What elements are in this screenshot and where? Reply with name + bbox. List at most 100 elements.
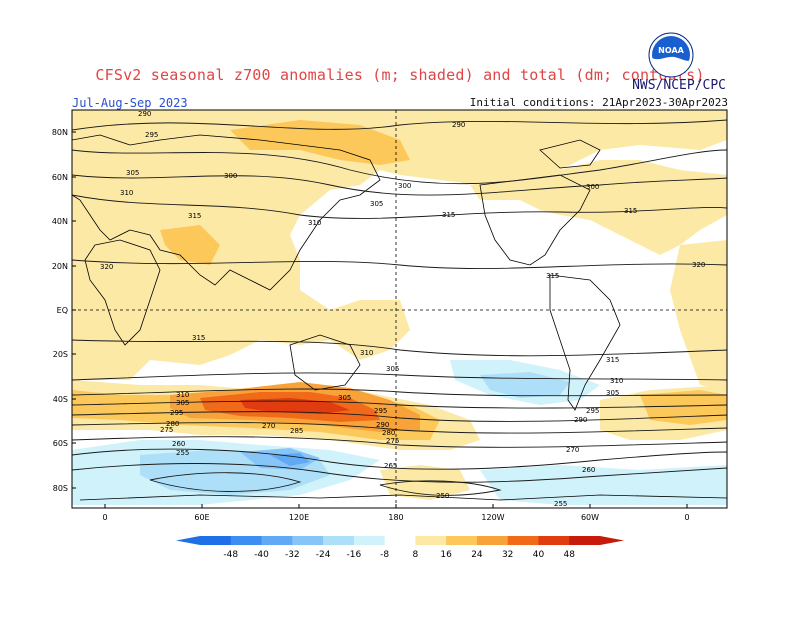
contour-label: 260 — [582, 466, 595, 474]
colorbar-label: -24 — [316, 550, 331, 560]
latitude-label: 80N — [52, 128, 68, 137]
latitude-axis: 80N 60N 40N 20N EQ 20S 40S 60S 80S — [52, 128, 76, 493]
contour-label: 290 — [574, 416, 587, 424]
contour-label: 310 — [120, 189, 133, 197]
longitude-label: 60E — [194, 513, 209, 522]
colorbar-segment — [323, 536, 355, 545]
contour-label: 290 — [138, 110, 151, 118]
contour-label: 250 — [436, 492, 449, 500]
colorbar-right-arrow — [600, 536, 624, 545]
colorbar-label: -40 — [254, 550, 269, 560]
map-plot-area: 290 295 290 300 300 300 305 305 310 310 … — [72, 110, 727, 508]
colorbar-segment — [292, 536, 324, 545]
forecast-period: Jul-Aug-Sep 2023 — [72, 96, 188, 110]
contour-label: 290 — [452, 121, 465, 129]
colorbar-label: 24 — [471, 550, 483, 560]
contour-label: 265 — [384, 462, 397, 470]
contour-label: 315 — [546, 272, 559, 280]
contour-label: 260 — [172, 440, 185, 448]
contour-label: 315 — [624, 207, 637, 215]
initial-conditions: Initial conditions: 21Apr2023-30Apr2023 — [469, 96, 728, 109]
contour-label: 310 — [360, 349, 373, 357]
colorbar-label: -32 — [285, 550, 300, 560]
contour-label: 315 — [606, 356, 619, 364]
contour-label: 305 — [126, 169, 139, 177]
contour-label: 305 — [176, 399, 189, 407]
colorbar-segment — [446, 536, 478, 545]
latitude-label: 60N — [52, 173, 68, 182]
longitude-label: 120W — [481, 513, 504, 522]
latitude-label: 60S — [53, 439, 68, 448]
contour-label: 270 — [262, 422, 275, 430]
colorbar-label: -48 — [223, 550, 238, 560]
contour-label: 300 — [224, 172, 237, 180]
colorbar-segment — [507, 536, 539, 545]
contour-label: 305 — [338, 394, 351, 402]
colorbar-label: 16 — [440, 550, 452, 560]
colorbar-label: 32 — [502, 550, 513, 560]
colorbar-segment — [353, 536, 386, 545]
colorbar-segment — [538, 536, 570, 545]
longitude-label: 0 — [102, 513, 107, 522]
chart-title: CFSv2 seasonal z700 anomalies (m; shaded… — [95, 66, 705, 84]
colorbar-label: -16 — [346, 550, 361, 560]
contour-label: 300 — [398, 182, 411, 190]
contour-label: 280 — [166, 420, 179, 428]
contour-label: 315 — [192, 334, 205, 342]
latitude-label: 40S — [53, 395, 68, 404]
colorbar-segment — [200, 536, 232, 545]
longitude-label: 120E — [289, 513, 309, 522]
height-contours — [72, 119, 727, 496]
colorbar-segment — [230, 536, 263, 545]
contour-label: 295 — [145, 131, 158, 139]
contour-label: 290 — [376, 421, 389, 429]
contour-label: 320 — [100, 263, 113, 271]
colorbar-segment — [415, 536, 447, 545]
colorbar: -48 -40 -32 -24 -16 -8 8 16 24 32 40 48 — [176, 536, 624, 560]
latitude-label: 40N — [52, 217, 68, 226]
contour-label: 275 — [160, 426, 173, 434]
contour-label: 310 — [308, 219, 321, 227]
contour-label: 295 — [586, 407, 599, 415]
contour-label: 315 — [442, 211, 455, 219]
colorbar-left-arrow — [176, 536, 200, 545]
colorbar-segment — [476, 536, 509, 545]
logo-lettering: NOAA — [658, 46, 684, 55]
latitude-label: 20S — [53, 350, 68, 359]
contour-label: 295 — [374, 407, 387, 415]
contour-label: 255 — [176, 449, 189, 457]
contour-label: 270 — [566, 446, 579, 454]
longitude-label: 60W — [581, 513, 599, 522]
contour-label: 285 — [290, 427, 303, 435]
contour-label: 305 — [386, 365, 399, 373]
contour-label: 255 — [554, 500, 567, 508]
contour-labels: 290 295 290 300 300 300 305 305 310 310 … — [100, 110, 705, 508]
contour-label: 315 — [188, 212, 201, 220]
agency-label: NWS/NCEP/CPC — [632, 78, 726, 93]
reference-lines — [72, 110, 727, 508]
contour-label: 295 — [170, 409, 183, 417]
longitude-label: 0 — [684, 513, 689, 522]
colorbar-segment — [261, 536, 293, 545]
colorbar-segment — [569, 536, 601, 545]
longitude-axis: 0 60E 120E 180 120W 60W 0 — [102, 504, 690, 522]
contour-label: 275 — [386, 437, 399, 445]
contour-label: 305 — [606, 389, 619, 397]
contour-label: 300 — [586, 183, 599, 191]
latitude-label: 20N — [52, 262, 68, 271]
colorbar-label: 48 — [564, 550, 576, 560]
contour-label: 305 — [370, 200, 383, 208]
plot-frame — [71, 109, 728, 509]
contour-label: 310 — [176, 391, 189, 399]
contour-label: 310 — [610, 377, 623, 385]
latitude-label: 80S — [53, 484, 68, 493]
noaa-logo: NOAA — [648, 32, 694, 78]
colorbar-segment — [384, 536, 416, 545]
longitude-label: 180 — [388, 513, 403, 522]
contour-label: 320 — [692, 261, 705, 269]
colorbar-label: 40 — [533, 550, 545, 560]
contour-label: 280 — [382, 429, 395, 437]
colorbar-label: -8 — [380, 550, 389, 560]
